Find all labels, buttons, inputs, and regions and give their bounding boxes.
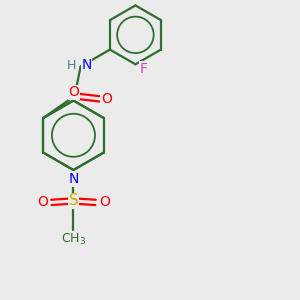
Text: N: N: [81, 58, 92, 72]
Text: O: O: [101, 92, 112, 106]
Text: H: H: [67, 58, 76, 71]
Text: O: O: [69, 85, 80, 99]
Text: O: O: [99, 195, 110, 209]
Text: F: F: [140, 62, 148, 76]
Text: O: O: [37, 195, 48, 209]
Text: S: S: [69, 194, 78, 208]
Text: CH$_3$: CH$_3$: [61, 232, 86, 247]
Text: N: N: [68, 172, 79, 186]
